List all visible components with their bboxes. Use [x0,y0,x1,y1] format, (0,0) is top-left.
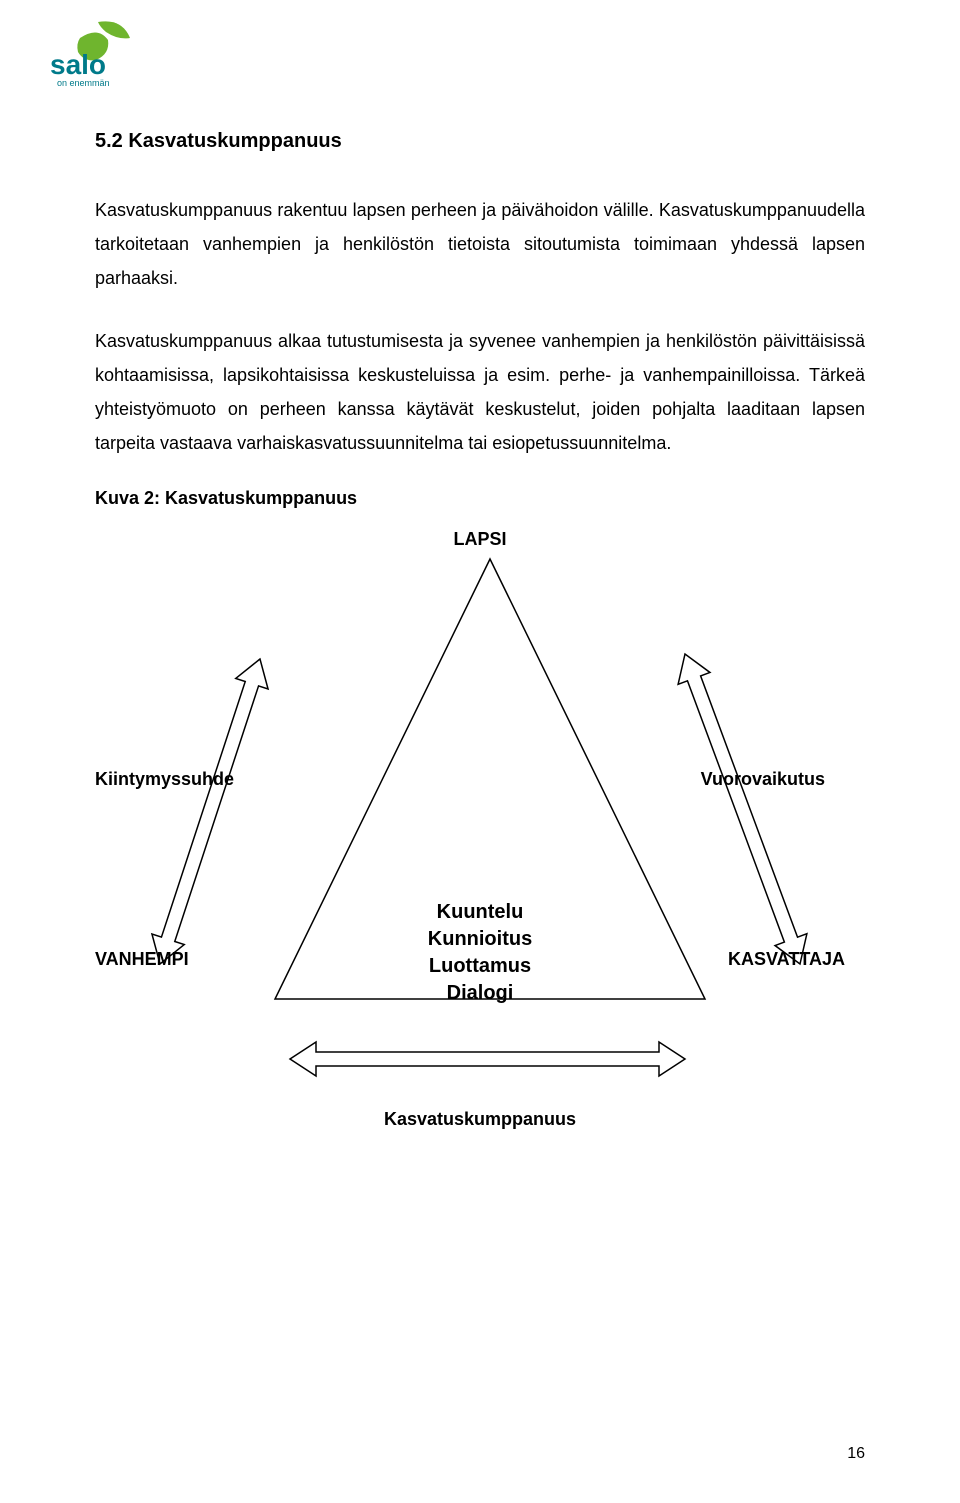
body-paragraph: Kasvatuskumppanuus alkaa tutustumisesta … [95,324,865,461]
diagram-center-list: Kuuntelu Kunnioitus Luottamus Dialogi [428,899,532,1007]
diagram-mid-left-label: Kiintymyssuhde [95,769,234,790]
partnership-diagram: LAPSI Kiintymyssuhde Vuorovaikutus VANHE… [95,529,865,1149]
diagram-top-label: LAPSI [453,529,506,550]
center-item: Kuuntelu [428,899,532,926]
body-paragraph: Kasvatuskumppanuus rakentuu lapsen perhe… [95,193,865,296]
logo-brand-text: salo [50,49,106,80]
center-item: Dialogi [428,980,532,1007]
brand-logo: salo on enemmän [50,20,160,95]
diagram-mid-right-label: Vuorovaikutus [701,769,825,790]
diagram-bottom-left-label: VANHEMPI [95,949,189,970]
figure-caption: Kuva 2: Kasvatuskumppanuus [95,488,865,509]
center-item: Luottamus [428,953,532,980]
diagram-shapes [95,529,865,1149]
document-content: 5.2 Kasvatuskumppanuus Kasvatuskumppanuu… [95,130,865,1149]
page-number: 16 [847,1445,865,1463]
center-item: Kunnioitus [428,926,532,953]
logo-tagline: on enemmän [57,78,110,88]
diagram-bottom-right-label: KASVATTAJA [728,949,845,970]
diagram-bottom-center-label: Kasvatuskumppanuus [384,1109,576,1130]
section-heading: 5.2 Kasvatuskumppanuus [95,130,865,153]
